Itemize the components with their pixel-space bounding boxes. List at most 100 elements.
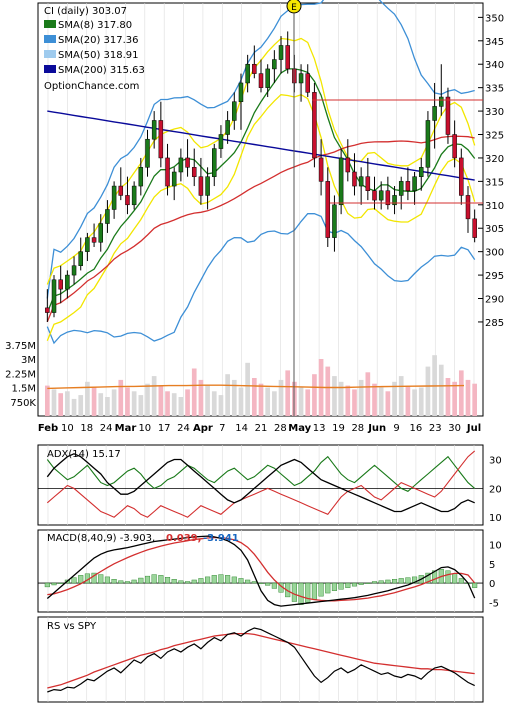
volume-tick-label: 3.75M: [5, 341, 36, 352]
volume-bar: [272, 391, 277, 416]
price-tick-label: 285: [485, 318, 504, 329]
volume-bar: [452, 381, 457, 416]
legend-sma20: SMA(20) 317.36: [58, 35, 139, 46]
candle-body: [71, 265, 77, 276]
candle-body: [171, 171, 177, 187]
candle-body: [325, 181, 331, 238]
macd-histogram-bar: [425, 572, 431, 584]
macd-histogram-bar: [218, 574, 224, 584]
candle-body: [459, 157, 464, 196]
volume-bar: [198, 379, 204, 416]
macd-histogram-bar: [191, 579, 197, 584]
volume-bar: [85, 381, 90, 416]
macd-histogram-bar: [205, 576, 211, 584]
volume-bar: [131, 391, 137, 416]
macd-histogram-bar: [365, 582, 371, 584]
macd-histogram-bar: [305, 582, 311, 603]
volume-bar: [358, 379, 364, 416]
watermark: OptionChance.com: [44, 81, 139, 92]
macd-histogram-bar: [151, 574, 157, 584]
macd-histogram-bar: [325, 582, 331, 594]
price-tick-label: 320: [485, 154, 504, 165]
macd-histogram-bar: [118, 580, 124, 584]
volume-bar: [438, 364, 444, 416]
ticker-title: CI (daily) 303.07: [44, 6, 127, 17]
volume-bar: [278, 379, 284, 416]
volume-bar: [472, 383, 477, 416]
volume-bar: [445, 378, 451, 416]
earnings-marker: E: [286, 0, 302, 416]
legend-sma200: SMA(200) 315.63: [58, 65, 145, 76]
macd-histogram-bar: [51, 582, 57, 586]
macd-histogram-bar: [378, 580, 384, 584]
volume-bar: [218, 395, 224, 416]
volume-bar: [118, 379, 124, 416]
macd-signal-line: [47, 536, 476, 602]
macd-histogram-bar: [472, 582, 478, 588]
candle-body: [439, 96, 444, 107]
x-tick-label: 21: [255, 423, 268, 434]
candle-body: [318, 157, 324, 182]
x-tick-label: 10: [61, 423, 74, 434]
x-tick-label: 7: [219, 423, 225, 434]
candle-body: [338, 157, 344, 206]
macd-histogram-bar: [445, 570, 451, 584]
macd-histogram-bar: [392, 579, 398, 584]
macd-histogram-bar: [251, 581, 257, 584]
plus-di-line: [46, 455, 476, 492]
volume-bar: [171, 393, 177, 416]
volume-bar: [158, 385, 164, 416]
macd-histogram-bar: [44, 582, 50, 588]
candle-body: [65, 274, 70, 290]
price-tick-label: 330: [485, 107, 504, 118]
macd-panel-frame: [37, 529, 484, 613]
legend: CI (daily) 303.07 SMA(8) 317.80 SMA(20) …: [44, 6, 145, 92]
candle-body: [45, 307, 50, 313]
macd-tick-label: 10: [489, 541, 502, 552]
macd-label-value2: 0.039,: [166, 533, 201, 544]
volume-bar: [425, 366, 431, 416]
x-tick-label: 24: [100, 423, 113, 434]
candle-body: [385, 190, 391, 206]
candle-body: [345, 157, 351, 173]
macd-histogram-bar: [91, 572, 97, 584]
volume-average-line: [47, 384, 465, 390]
price-tick-label: 325: [485, 131, 504, 142]
rs-lines: [47, 627, 475, 693]
candle-body: [265, 68, 270, 88]
volume-bar: [258, 383, 264, 416]
macd-histogram-bar: [358, 582, 364, 585]
macd-histogram-bar: [318, 582, 324, 597]
volume-bar: [205, 385, 210, 416]
price-tick-label: 350: [485, 13, 504, 24]
candle-body: [372, 190, 377, 201]
candle-body: [365, 176, 371, 191]
candle-body: [145, 138, 150, 168]
volume-tick-label: 750K: [10, 398, 36, 409]
volume-tick-label: 1.5M: [11, 384, 36, 395]
macd-histogram-bar: [131, 579, 137, 584]
x-tick-label: Mar: [115, 423, 137, 434]
macd-histogram-bar: [452, 573, 458, 584]
macd-histogram-bar: [432, 570, 438, 584]
candle-body: [185, 157, 190, 168]
volume-bars: [45, 355, 477, 416]
macd-histogram-bar: [458, 578, 464, 584]
macd-histogram-bar: [198, 578, 204, 584]
macd-histogram-bar: [71, 577, 77, 584]
volume-bar: [45, 385, 50, 416]
adx-lines: [38, 450, 483, 518]
legend-swatch-sma20: [44, 35, 56, 43]
candle-body: [425, 120, 431, 168]
x-tick-label: 14: [235, 423, 248, 434]
volume-bar: [98, 393, 104, 416]
macd-histogram-bar: [298, 582, 304, 605]
macd-histogram-bar: [178, 580, 184, 584]
price-tick-label: 305: [485, 224, 504, 235]
macd-histogram-bar: [285, 582, 291, 598]
sma-red-line: [46, 135, 475, 323]
price-tick-label: 295: [485, 271, 504, 282]
macd-histogram-bar: [225, 575, 231, 584]
macd-line: [46, 535, 476, 607]
candle-body: [445, 96, 451, 135]
